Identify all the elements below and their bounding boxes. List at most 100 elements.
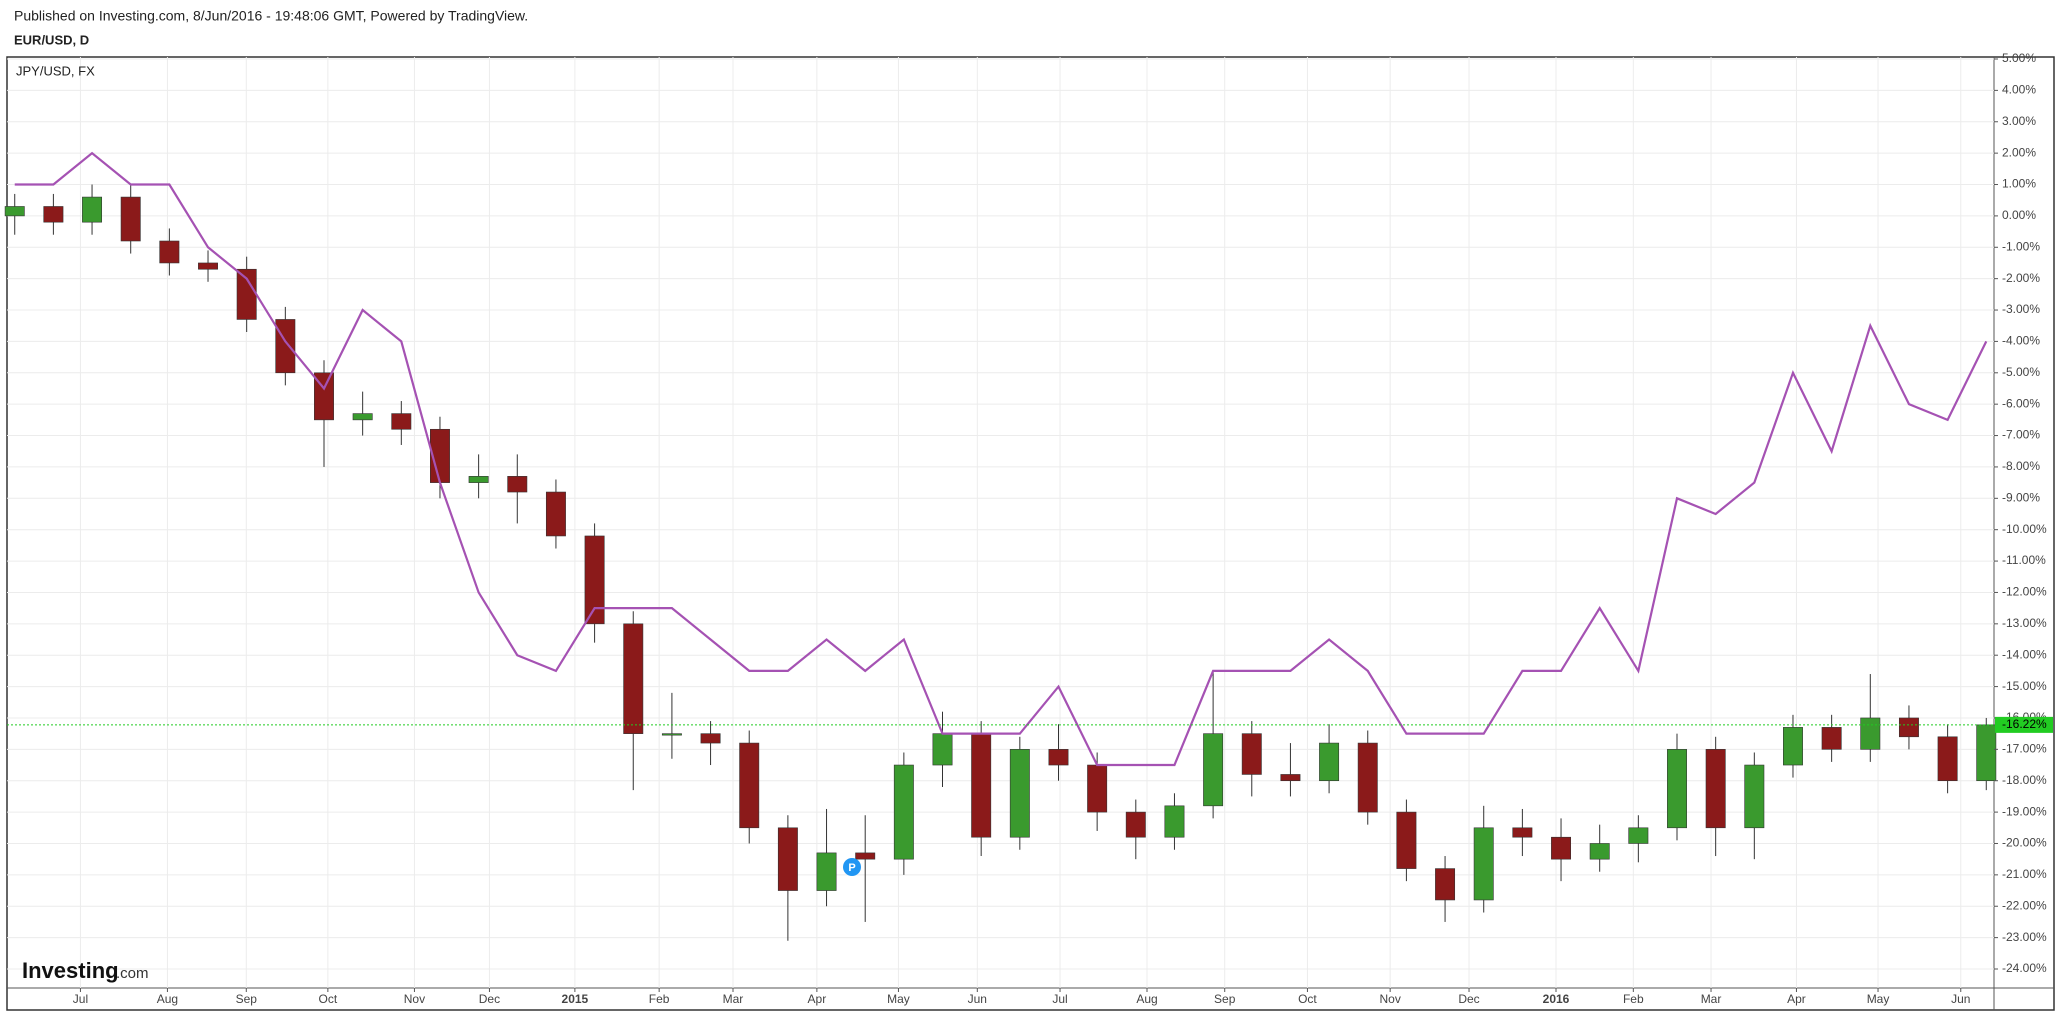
candle-body <box>1821 727 1842 750</box>
candle-body <box>1280 774 1301 782</box>
candle-body <box>1860 717 1881 750</box>
candle-body <box>1976 724 1997 782</box>
candle-body <box>739 742 760 829</box>
event-marker[interactable] <box>843 858 861 876</box>
candle-body <box>1783 727 1803 766</box>
x-tick-label: Oct <box>319 992 338 1006</box>
y-tick-label: -24.00% <box>2002 961 2047 975</box>
x-tick-label: Jul <box>1052 992 1067 1006</box>
x-tick-label: Jun <box>1951 992 1970 1006</box>
candle-body <box>43 206 64 223</box>
x-tick-label: Nov <box>1379 992 1400 1006</box>
candle-body <box>1396 811 1417 869</box>
y-tick-label: -12.00% <box>2002 585 2047 599</box>
candle-body <box>1048 749 1069 766</box>
x-tick-label: Oct <box>1298 992 1317 1006</box>
candle-body <box>545 491 566 537</box>
candle-body <box>700 733 721 744</box>
candle-body <box>1744 764 1765 829</box>
y-tick-label: -10.00% <box>2002 522 2047 536</box>
logo-name: Investing <box>22 958 119 983</box>
y-tick-label: -2.00% <box>2002 271 2040 285</box>
logo-suffix: .com <box>116 965 149 982</box>
candle-body <box>198 262 218 270</box>
candle-body <box>507 476 528 493</box>
candle-body <box>1357 742 1378 813</box>
candle-body <box>1628 827 1649 844</box>
candle-body <box>661 733 682 736</box>
last-price-label: -16.22% <box>2002 717 2047 731</box>
y-tick-label: -11.00% <box>2002 553 2046 567</box>
candle-body <box>893 764 914 860</box>
y-tick-label: -5.00% <box>2002 365 2040 379</box>
candle-body <box>1937 736 1958 782</box>
y-tick-label: -7.00% <box>2002 428 2040 442</box>
candle-body <box>1473 827 1494 901</box>
compare-line <box>14 151 1988 767</box>
candle-body <box>623 623 644 734</box>
chart-frame <box>6 56 2055 1011</box>
compare-label: JPY/USD, FX <box>16 63 95 78</box>
x-tick-label: Aug <box>157 992 178 1006</box>
y-tick-label: -1.00% <box>2002 239 2040 253</box>
x-tick-label: Apr <box>808 992 827 1006</box>
candle-body <box>275 319 296 374</box>
y-tick-label: -13.00% <box>2002 616 2047 630</box>
candle-body <box>777 827 798 891</box>
x-tick-label: May <box>1867 992 1890 1006</box>
x-tick-label: Feb <box>649 992 670 1006</box>
y-tick-label: 0.00% <box>2002 208 2036 222</box>
candle-body <box>816 852 837 891</box>
symbol-title: EUR/USD, D <box>14 32 89 47</box>
y-tick-label: -3.00% <box>2002 302 2040 316</box>
candle-body <box>1087 764 1108 813</box>
candle-body <box>4 206 25 217</box>
candle-body <box>1898 717 1919 738</box>
candle-body <box>1203 733 1224 807</box>
x-tick-label: 2015 <box>562 992 589 1006</box>
candle-body <box>468 476 489 483</box>
x-tick-label: Nov <box>404 992 425 1006</box>
plot <box>4 151 1997 941</box>
y-tick-label: -21.00% <box>2002 867 2047 881</box>
x-tick-label: 2016 <box>1543 992 1570 1006</box>
candle-body <box>352 413 373 421</box>
x-tick-label: Jun <box>968 992 987 1006</box>
y-tick-label: -20.00% <box>2002 836 2047 850</box>
last-price-box <box>1995 716 2053 733</box>
candle-body <box>314 372 334 421</box>
candle-body <box>1241 733 1262 775</box>
candle-body <box>1551 836 1571 860</box>
grid <box>7 57 1994 988</box>
y-tick-label: 5.00% <box>2002 51 2036 65</box>
candle-body <box>584 535 605 625</box>
y-tick-label: -18.00% <box>2002 773 2047 787</box>
y-tick-label: -23.00% <box>2002 930 2047 944</box>
candle-body <box>1125 811 1146 838</box>
candle-body <box>159 240 180 264</box>
x-tick-label: Sep <box>236 992 258 1006</box>
publish-note: Published on Investing.com, 8/Jun/2016 -… <box>14 8 528 24</box>
x-tick-label: Dec <box>479 992 500 1006</box>
event-marker-label[interactable]: P <box>848 862 855 874</box>
y-tick-label: -8.00% <box>2002 459 2040 473</box>
candle-body <box>1319 742 1340 782</box>
y-tick-label: -15.00% <box>2002 679 2047 693</box>
candle-body <box>932 733 953 766</box>
y-tick-label: 4.00% <box>2002 83 2036 97</box>
candle-body <box>855 852 876 860</box>
candle-body <box>1009 749 1030 838</box>
candle-body <box>1164 805 1185 838</box>
candle-body <box>1512 827 1533 838</box>
x-tick-label: Mar <box>1701 992 1722 1006</box>
x-tick-label: May <box>887 992 910 1006</box>
y-tick-label: -9.00% <box>2002 490 2040 504</box>
x-tick-label: Apr <box>1787 992 1806 1006</box>
candle-body <box>1667 749 1687 829</box>
x-tick-label: Dec <box>1458 992 1479 1006</box>
y-tick-label: -4.00% <box>2002 334 2040 348</box>
x-tick-label: Jul <box>73 992 88 1006</box>
candle-body <box>1435 868 1456 901</box>
candle-body <box>120 196 141 242</box>
